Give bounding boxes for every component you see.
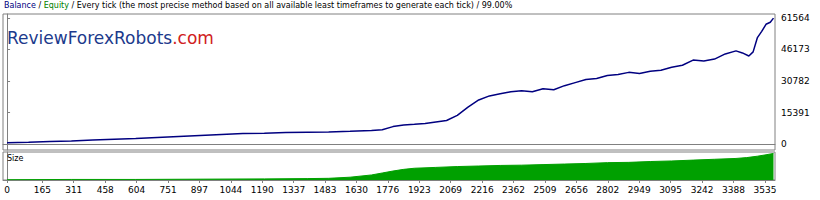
svg-text:/ Every tick (the most precise: / Every tick (the most precise method ba…	[69, 1, 513, 10]
svg-text:3242: 3242	[691, 185, 714, 195]
svg-text:2216: 2216	[471, 185, 494, 195]
svg-text:1923: 1923	[408, 185, 431, 195]
svg-text:2949: 2949	[628, 185, 651, 195]
svg-text:.com: .com	[172, 28, 214, 48]
svg-text:46173: 46173	[781, 44, 810, 54]
svg-text:2069: 2069	[439, 185, 462, 195]
svg-text:751: 751	[159, 185, 176, 195]
svg-text:3388: 3388	[722, 185, 745, 195]
svg-text:1776: 1776	[376, 185, 399, 195]
svg-text:2362: 2362	[502, 185, 525, 195]
svg-text:ReviewForexRobots: ReviewForexRobots	[7, 28, 172, 48]
svg-text:2509: 2509	[534, 185, 557, 195]
svg-text:1337: 1337	[282, 185, 305, 195]
svg-text:Equity: Equity	[44, 1, 70, 10]
svg-text:311: 311	[65, 185, 82, 195]
svg-text:/: /	[36, 1, 44, 10]
svg-text:604: 604	[128, 185, 145, 195]
svg-text:1483: 1483	[314, 185, 337, 195]
svg-text:30782: 30782	[781, 76, 810, 86]
svg-text:61564: 61564	[781, 13, 810, 23]
svg-text:165: 165	[34, 185, 51, 195]
svg-text:Size: Size	[7, 154, 24, 163]
svg-text:1190: 1190	[251, 185, 274, 195]
svg-text:2656: 2656	[565, 185, 588, 195]
svg-text:1044: 1044	[219, 185, 242, 195]
svg-text:3095: 3095	[659, 185, 682, 195]
svg-text:Balance: Balance	[4, 1, 36, 10]
svg-text:458: 458	[97, 185, 114, 195]
svg-text:3535: 3535	[753, 185, 776, 195]
svg-text:897: 897	[191, 185, 208, 195]
svg-text:1630: 1630	[345, 185, 368, 195]
svg-text:2802: 2802	[596, 185, 619, 195]
svg-text:15391: 15391	[781, 108, 810, 118]
svg-text:0: 0	[4, 185, 10, 195]
svg-text:0: 0	[781, 139, 787, 149]
